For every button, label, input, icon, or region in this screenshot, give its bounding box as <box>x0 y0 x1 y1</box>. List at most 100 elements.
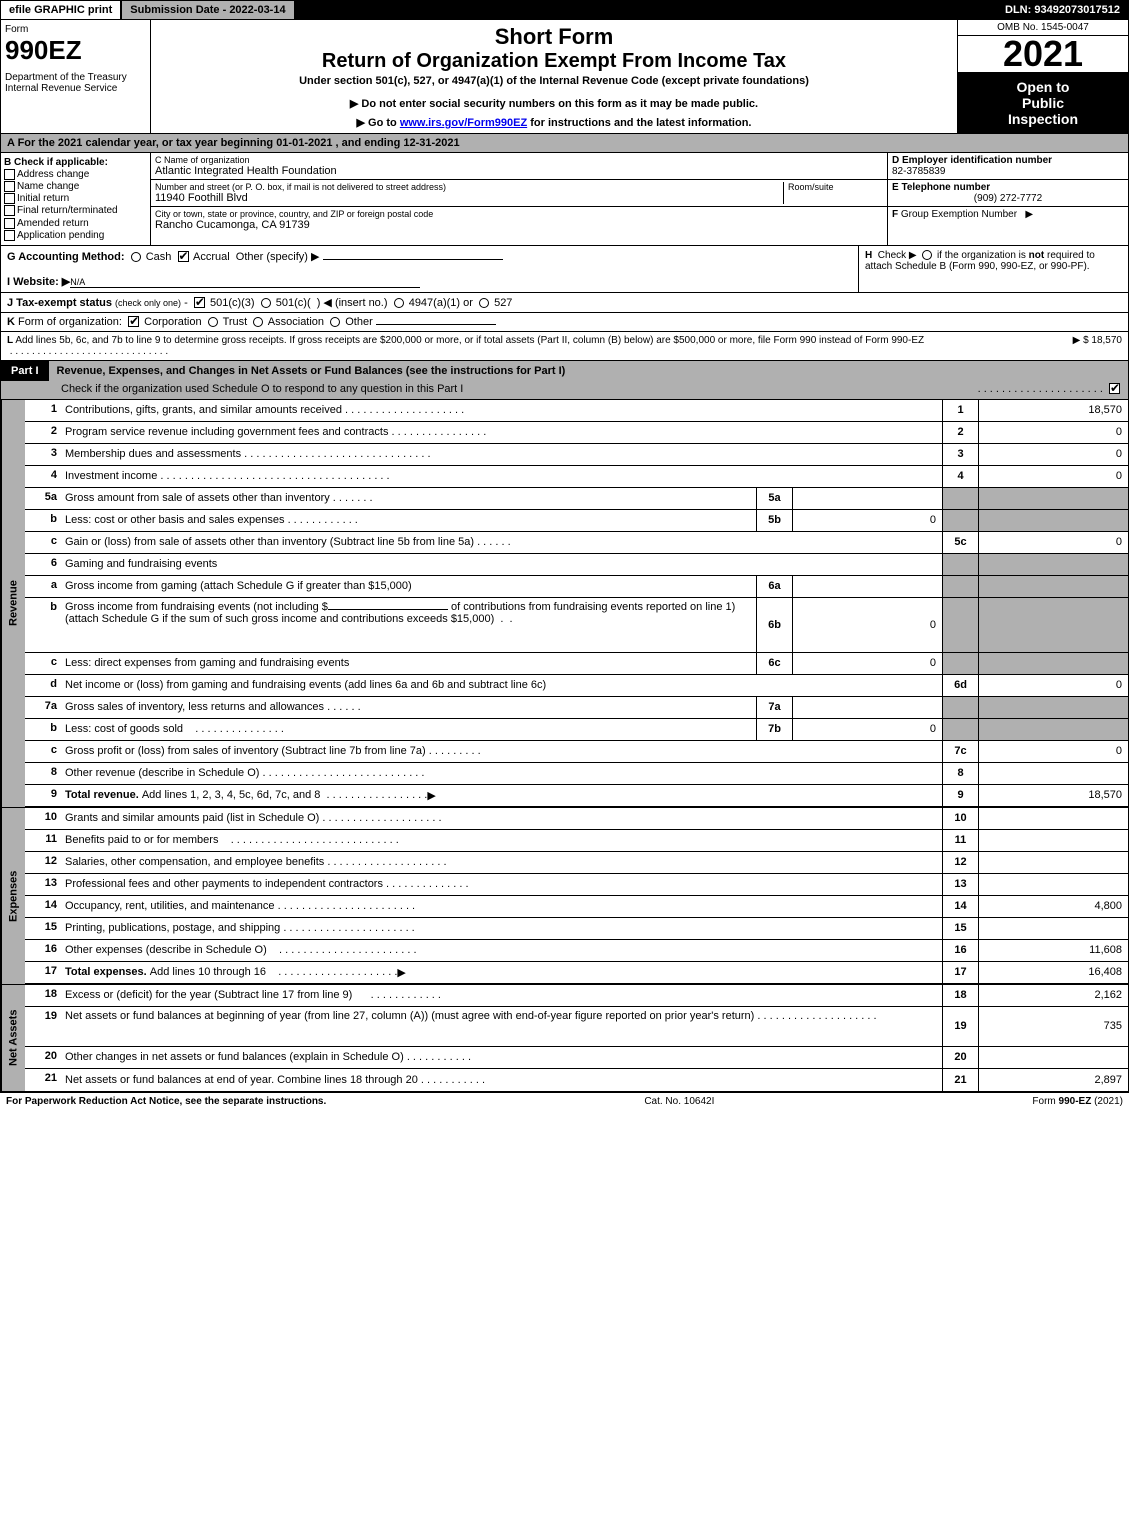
radio-other-org[interactable] <box>330 317 340 327</box>
c-room-label: Room/suite <box>788 182 883 192</box>
line-3-amt: 0 <box>978 444 1128 465</box>
line-4-amt: 0 <box>978 466 1128 487</box>
line-15-amt <box>978 918 1128 939</box>
label-accrual: Accrual <box>193 251 230 263</box>
section-b: B Check if applicable: Address change Na… <box>1 153 151 245</box>
c-city-value: Rancho Cucamonga, CA 91739 <box>155 219 883 231</box>
line-1-num: 1 <box>25 400 61 421</box>
line-5a-subnum: 5a <box>756 488 792 509</box>
checkbox-final-return[interactable] <box>4 205 15 216</box>
row-j: J Tax-exempt status (check only one) - 5… <box>1 293 1128 313</box>
line-10-ref: 10 <box>942 808 978 829</box>
checkbox-initial-return[interactable] <box>4 193 15 204</box>
radio-cash[interactable] <box>131 252 141 262</box>
radio-trust[interactable] <box>208 317 218 327</box>
row-k: K Form of organization: Corporation Trus… <box>1 313 1128 332</box>
line-20-ref: 20 <box>942 1047 978 1068</box>
d-label: D Employer identification number <box>892 155 1124 166</box>
checkbox-corporation[interactable] <box>128 316 139 327</box>
line-6a-subnum: 6a <box>756 576 792 597</box>
checkbox-amended-return[interactable] <box>4 218 15 229</box>
line-8-num: 8 <box>25 763 61 784</box>
revenue-section: Revenue 1Contributions, gifts, grants, a… <box>1 400 1128 807</box>
radio-527[interactable] <box>479 298 489 308</box>
line-13-num: 13 <box>25 874 61 895</box>
dept-treasury: Department of the Treasury <box>5 72 146 83</box>
header-left: Form 990EZ Department of the Treasury In… <box>1 20 151 133</box>
line-6d-amt: 0 <box>978 675 1128 696</box>
open-to-public: Open to Public Inspection <box>958 72 1128 133</box>
line-8-desc: Other revenue (describe in Schedule O) .… <box>61 763 942 784</box>
line-5a-num: 5a <box>25 488 61 509</box>
checkbox-schedule-o[interactable] <box>1109 383 1120 394</box>
label-cash: Cash <box>146 251 172 263</box>
radio-association[interactable] <box>253 317 263 327</box>
checkbox-address-change[interactable] <box>4 169 15 180</box>
c-city-label: City or town, state or province, country… <box>155 209 883 219</box>
label-other-specify: Other (specify) ▶ <box>236 251 320 263</box>
irs-link[interactable]: www.irs.gov/Form990EZ <box>400 117 527 129</box>
label-final-return: Final return/terminated <box>17 206 118 217</box>
top-bar: efile GRAPHIC print Submission Date - 20… <box>0 0 1129 20</box>
line-6c-subval: 0 <box>792 653 942 674</box>
open-line1: Open to <box>962 79 1124 95</box>
row-a-calendar-year: A For the 2021 calendar year, or tax yea… <box>1 134 1128 153</box>
form-header: Form 990EZ Department of the Treasury In… <box>1 20 1128 134</box>
do-not-enter: ▶ Do not enter social security numbers o… <box>155 97 953 110</box>
other-org-input[interactable] <box>376 324 496 325</box>
line-6a-amt-shade <box>978 576 1128 597</box>
line-20-num: 20 <box>25 1047 61 1068</box>
radio-501c[interactable] <box>261 298 271 308</box>
goto-pre: ▶ Go to <box>357 117 400 129</box>
radio-h-check[interactable] <box>922 250 932 260</box>
page-footer: For Paperwork Reduction Act Notice, see … <box>0 1092 1129 1110</box>
other-specify-input[interactable] <box>323 259 503 260</box>
line-5a-amt-shade <box>978 488 1128 509</box>
line-7b-amt-shade <box>978 719 1128 740</box>
line-5b-ref-shade <box>942 510 978 531</box>
line-10-num: 10 <box>25 808 61 829</box>
checkbox-name-change[interactable] <box>4 181 15 192</box>
c-name-label: C Name of organization <box>155 155 883 165</box>
line-7b-subval: 0 <box>792 719 942 740</box>
checkbox-501c3[interactable] <box>194 297 205 308</box>
side-label-net-assets: Net Assets <box>1 985 25 1091</box>
line-5c-ref: 5c <box>942 532 978 553</box>
line-5c-desc: Gain or (loss) from sale of assets other… <box>61 532 942 553</box>
part-i-badge: Part I <box>1 361 49 381</box>
checkbox-accrual[interactable] <box>178 251 189 262</box>
line-13-amt <box>978 874 1128 895</box>
row-i: I Website: ▶N/A <box>7 275 852 288</box>
section-b-through-f: B Check if applicable: Address change Na… <box>1 153 1128 246</box>
efile-print-button[interactable]: efile GRAPHIC print <box>1 1 122 19</box>
line-12-amt <box>978 852 1128 873</box>
expenses-section: Expenses 10Grants and similar amounts pa… <box>1 807 1128 984</box>
label-application-pending: Application pending <box>17 230 104 241</box>
line-6a-desc: Gross income from gaming (attach Schedul… <box>61 576 756 597</box>
irs-label: Internal Revenue Service <box>5 83 146 94</box>
line-3-desc: Membership dues and assessments . . . . … <box>61 444 942 465</box>
line-21-desc: Net assets or fund balances at end of ye… <box>61 1069 942 1091</box>
line-1-desc: Contributions, gifts, grants, and simila… <box>61 400 942 421</box>
line-7a-subval <box>792 697 942 718</box>
checkbox-application-pending[interactable] <box>4 230 15 241</box>
line-18-desc: Excess or (deficit) for the year (Subtra… <box>61 985 942 1006</box>
line-6c-amt-shade <box>978 653 1128 674</box>
b-title: B Check if applicable: <box>4 157 147 168</box>
row-g-h: G Accounting Method: Cash Accrual Other … <box>1 246 1128 293</box>
line-2-desc: Program service revenue including govern… <box>61 422 942 443</box>
line-6c-num: c <box>25 653 61 674</box>
tax-year: 2021 <box>958 36 1128 72</box>
line-5b-amt-shade <box>978 510 1128 531</box>
line-7a-desc: Gross sales of inventory, less returns a… <box>61 697 756 718</box>
e-value: (909) 272-7772 <box>892 193 1124 204</box>
line-6c-ref-shade <box>942 653 978 674</box>
line-6b-subnum: 6b <box>756 598 792 652</box>
open-line2: Public <box>962 95 1124 111</box>
return-title: Return of Organization Exempt From Incom… <box>155 50 953 73</box>
line-7a-subnum: 7a <box>756 697 792 718</box>
g-label: G Accounting Method: <box>7 251 125 263</box>
radio-4947[interactable] <box>394 298 404 308</box>
line-6b-amt-shade <box>978 598 1128 652</box>
header-middle: Short Form Return of Organization Exempt… <box>151 20 958 133</box>
